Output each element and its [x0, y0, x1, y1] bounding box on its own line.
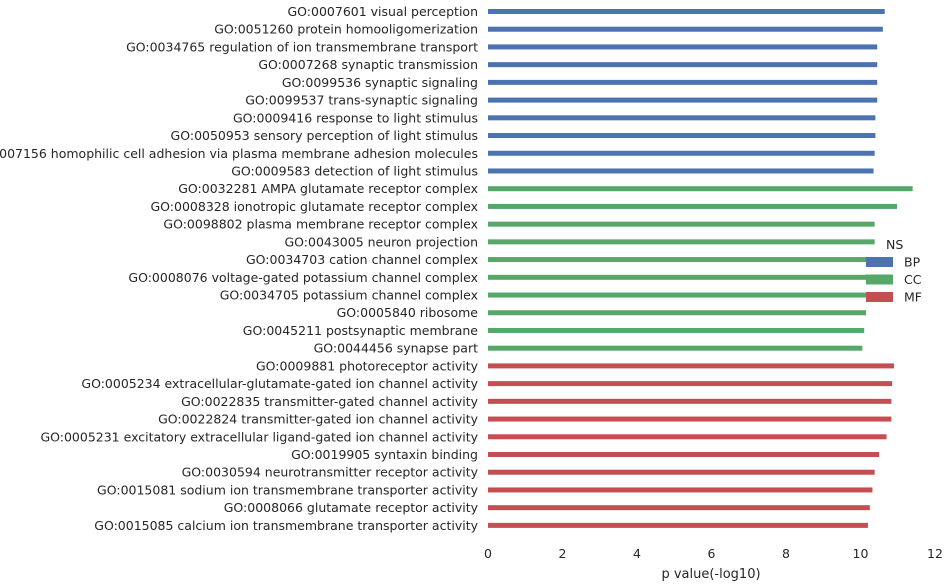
- bar-3: [488, 44, 878, 50]
- category-label-15: GO:0034703 cation channel complex: [246, 252, 478, 267]
- bar-30: [488, 522, 868, 528]
- x-tick-label-4: 4: [633, 546, 641, 561]
- category-label-10: GO:0009583 detection of light stimulus: [231, 163, 478, 178]
- category-label-5: GO:0099536 synaptic signaling: [282, 75, 478, 90]
- category-label-13: GO:0098802 plasma membrane receptor comp…: [163, 217, 478, 232]
- bar-14: [488, 239, 875, 245]
- x-tick-label-8: 8: [782, 546, 790, 561]
- bar-27: [488, 469, 875, 475]
- category-label-2: GO:0051260 protein homooligomerization: [214, 22, 478, 37]
- legend-swatch-bp: [866, 257, 893, 267]
- x-axis-label: p value(-log10): [661, 567, 760, 582]
- x-tick-label-0: 0: [484, 546, 492, 561]
- category-label-25: GO:0005231 excitatory extracellular liga…: [40, 429, 478, 444]
- bar-18: [488, 310, 867, 316]
- category-label-17: GO:0034705 potassium channel complex: [220, 288, 478, 303]
- legend-label-cc: CC: [904, 272, 922, 287]
- legend-swatch-mf: [866, 292, 893, 302]
- category-label-27: GO:0030594 neurotransmitter receptor act…: [182, 465, 479, 480]
- bar-5: [488, 79, 878, 85]
- legend-swatch-cc: [866, 274, 893, 285]
- bar-10: [488, 168, 874, 174]
- bar-23: [488, 398, 892, 404]
- x-tick-label-10: 10: [853, 546, 869, 561]
- category-label-16: GO:0008076 voltage-gated potassium chann…: [128, 270, 478, 285]
- bar-2: [488, 26, 883, 32]
- category-label-30: GO:0015085 calcium ion transmembrane tra…: [94, 518, 478, 533]
- x-tick-label-6: 6: [708, 546, 716, 561]
- category-label-22: GO:0005234 extracellular-glutamate-gated…: [81, 376, 478, 391]
- bar-7: [488, 115, 876, 121]
- category-label-7: GO:0009416 response to light stimulus: [233, 110, 478, 125]
- x-tick-label-12: 12: [927, 546, 943, 561]
- bar-1: [488, 9, 885, 14]
- category-labels: GO:0007601 visual perception GO:0051260 p…: [0, 4, 479, 533]
- legend: NS BP CC MF: [866, 237, 922, 305]
- bar-8: [488, 133, 876, 139]
- bar-6: [488, 97, 878, 103]
- category-label-6: GO:0099537 trans-synaptic signaling: [245, 93, 478, 108]
- category-label-18: GO:0005840 ribosome: [337, 305, 479, 320]
- category-label-1: GO:0007601 visual perception: [287, 4, 478, 19]
- bar-28: [488, 487, 873, 493]
- category-label-9: GO:0007156 homophilic cell adhesion via …: [0, 146, 478, 161]
- bar-19: [488, 327, 865, 333]
- category-label-20: GO:0044456 synapse part: [314, 341, 478, 356]
- category-label-8: GO:0050953 sensory perception of light s…: [171, 128, 478, 143]
- bar-4: [488, 62, 878, 68]
- bar-21: [488, 363, 895, 369]
- category-label-12: GO:0008328 ionotropic glutamate receptor…: [151, 199, 479, 214]
- bars-group: [488, 9, 913, 528]
- bar-9: [488, 150, 875, 156]
- legend-label-mf: MF: [904, 290, 922, 305]
- category-label-3: GO:0034765 regulation of ion transmembra…: [126, 39, 478, 54]
- bar-11: [488, 186, 913, 192]
- bar-13: [488, 221, 875, 227]
- bar-25: [488, 434, 887, 440]
- category-label-19: GO:0045211 postsynaptic membrane: [243, 323, 479, 338]
- bar-22: [488, 381, 893, 387]
- bar-15: [488, 257, 875, 263]
- category-label-24: GO:0022824 transmitter-gated ion channel…: [158, 412, 479, 427]
- x-tick-label-2: 2: [559, 546, 567, 561]
- bar-17: [488, 292, 874, 298]
- bar-12: [488, 203, 898, 209]
- legend-label-bp: BP: [904, 255, 921, 270]
- category-label-26: GO:0019905 syntaxin binding: [291, 447, 478, 462]
- category-label-29: GO:0008066 glutamate receptor activity: [224, 500, 479, 515]
- bar-26: [488, 452, 880, 457]
- category-label-23: GO:0022835 transmitter-gated channel act…: [181, 394, 478, 409]
- category-label-28: GO:0015081 sodium ion transmembrane tran…: [97, 482, 479, 497]
- category-label-21: GO:0009881 photoreceptor activity: [256, 358, 479, 373]
- bar-29: [488, 505, 870, 511]
- bar-20: [488, 345, 863, 351]
- bar-16: [488, 274, 874, 280]
- bar-24: [488, 416, 892, 422]
- category-label-11: GO:0032281 AMPA glutamate receptor compl…: [178, 181, 478, 196]
- category-label-4: GO:0007268 synaptic transmission: [258, 57, 478, 72]
- legend-title: NS: [886, 237, 903, 252]
- category-label-14: GO:0043005 neuron projection: [284, 234, 478, 249]
- x-axis-ticks: 0 2 4 6 8 10 12: [484, 546, 943, 561]
